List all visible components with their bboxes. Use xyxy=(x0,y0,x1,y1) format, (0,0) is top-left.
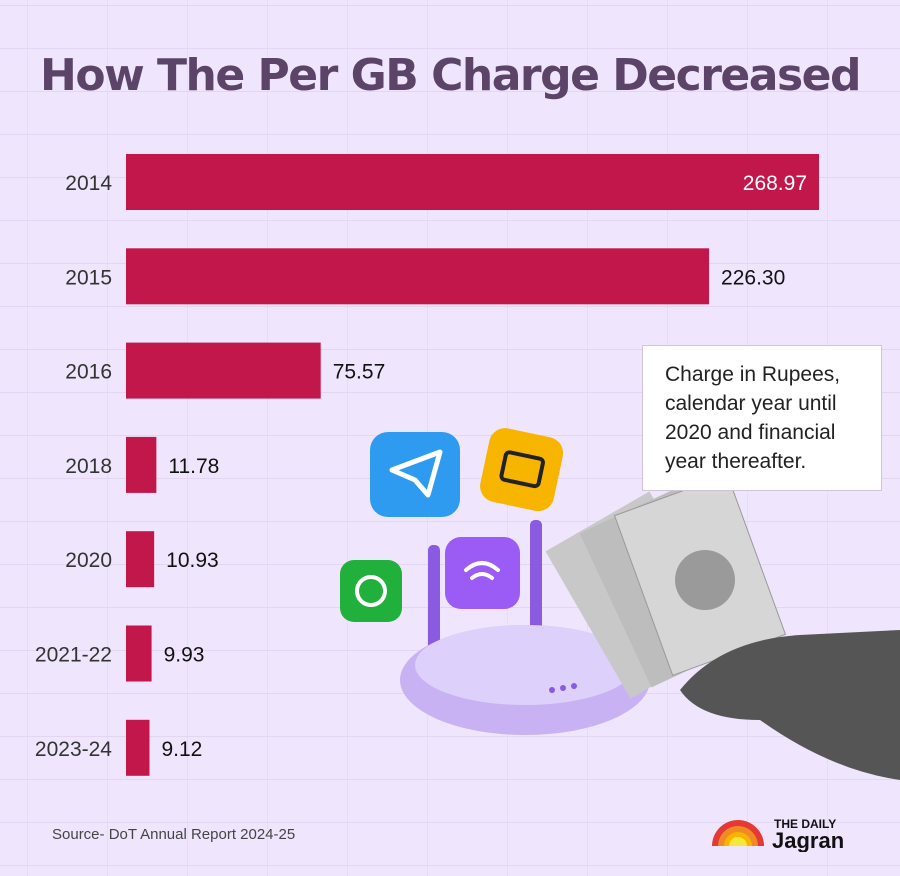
category-label: 2020 xyxy=(65,549,112,572)
category-label: 2015 xyxy=(65,266,112,289)
chat-icon xyxy=(340,560,402,622)
bar-2016 xyxy=(126,342,321,399)
illustration xyxy=(340,428,900,780)
bar-2023-24 xyxy=(126,719,150,776)
router-antenna-right xyxy=(530,520,542,635)
category-label: 2021-22 xyxy=(35,644,112,667)
chart-note: Charge in Rupees, calendar year until 20… xyxy=(642,345,882,491)
mail-icon xyxy=(480,428,564,512)
bar-2021-22 xyxy=(126,625,152,682)
value-label: 9.12 xyxy=(161,738,202,761)
money-hand-icon xyxy=(545,473,900,780)
value-label: 11.78 xyxy=(168,455,219,478)
svg-text:THE DAILY: THE DAILY xyxy=(774,817,836,831)
router-antenna-left xyxy=(428,545,440,655)
value-label: 10.93 xyxy=(166,549,219,572)
bar-2018 xyxy=(126,436,157,493)
category-label: 2023-24 xyxy=(35,738,112,761)
chart-title: How The Per GB Charge Decreased xyxy=(40,50,861,101)
value-label: 226.30 xyxy=(721,266,785,289)
category-label: 2018 xyxy=(65,455,112,478)
value-label: 9.93 xyxy=(164,644,205,667)
svg-text:Jagran: Jagran xyxy=(772,828,844,852)
value-label: 75.57 xyxy=(333,361,386,384)
value-label: 268.97 xyxy=(743,172,807,195)
category-label: 2016 xyxy=(65,361,112,384)
bar-2020 xyxy=(126,531,155,588)
bar-2014 xyxy=(126,154,819,210)
category-label: 2014 xyxy=(65,172,112,195)
telegram-icon xyxy=(370,432,460,517)
source-text: Source- DoT Annual Report 2024-25 xyxy=(52,826,296,843)
bar-2015 xyxy=(126,248,710,305)
jagran-logo: THE DAILY Jagran xyxy=(710,812,860,856)
